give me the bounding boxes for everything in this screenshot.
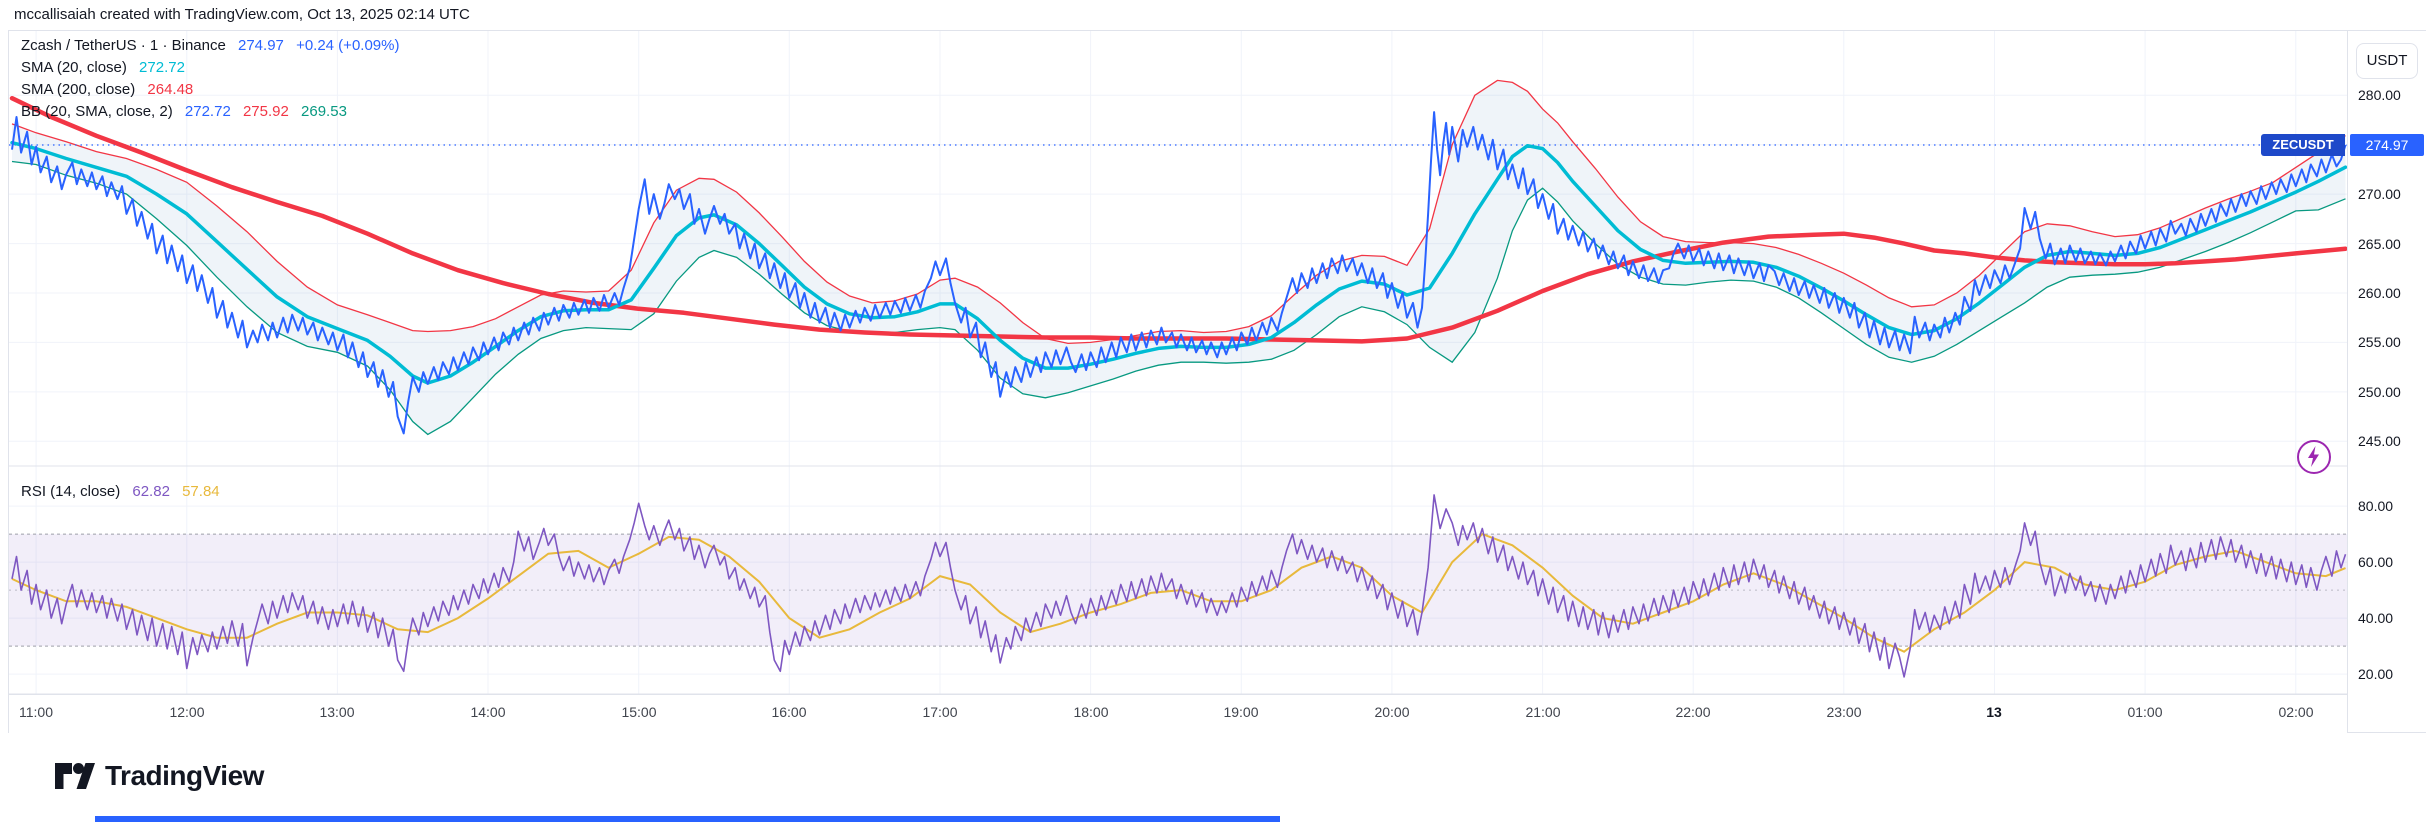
price-tick-label: 270.00 <box>2358 186 2401 202</box>
time-tick-label: 18:00 <box>1073 704 1109 720</box>
rsi-value: 62.82 <box>132 483 170 500</box>
currency-unit-button[interactable]: USDT <box>2356 43 2418 79</box>
time-tick-label: 12:00 <box>169 704 205 720</box>
time-tick-label: 23:00 <box>1826 704 1862 720</box>
price-tick-label: 255.00 <box>2358 334 2401 350</box>
rsi-legend-row[interactable]: RSI (14, close) 62.82 57.84 <box>21 481 220 503</box>
symbol-change: +0.24 (+0.09%) <box>296 37 400 54</box>
sma200-value: 264.48 <box>147 81 194 98</box>
rsi-ma-value: 57.84 <box>182 483 220 500</box>
symbol-price-flag: ZECUSDT <box>2261 134 2345 156</box>
time-tick-label: 21:00 <box>1525 704 1561 720</box>
time-tick-label: 02:00 <box>2278 704 2314 720</box>
time-tick-label: 17:00 <box>922 704 958 720</box>
last-price-axis-badge[interactable]: 274.97 <box>2350 134 2424 156</box>
tradingview-logo[interactable]: TradingView <box>55 760 264 792</box>
time-tick-label: 11:00 <box>19 704 53 720</box>
time-tick-label: 13 <box>1986 704 2002 720</box>
time-tick-label: 15:00 <box>621 704 657 720</box>
time-axis-scale[interactable]: 11:00 12:00 13:00 14:00 15:00 16:00 17:00 18:00… <box>9 694 2347 733</box>
price-tick-label: 280.00 <box>2358 87 2401 103</box>
rsi-tick-label: 40.00 <box>2358 610 2394 626</box>
bb-legend-row[interactable]: BB (20, SMA, close, 2) 272.72 275.92 269… <box>21 101 399 123</box>
tradingview-logo-text: TradingView <box>105 760 264 791</box>
time-tick-label: 19:00 <box>1223 704 1259 720</box>
time-tick-label: 13:00 <box>319 704 355 720</box>
main-legend: Zcash / TetherUS · 1 · Binance 274.97 +0… <box>21 35 399 123</box>
sma20-legend-row[interactable]: SMA (20, close) 272.72 <box>21 57 399 79</box>
rsi-label: RSI (14, close) <box>21 483 121 500</box>
bottom-blue-bar <box>95 816 1280 822</box>
sma200-legend-row[interactable]: SMA (200, close) 264.48 <box>21 79 399 101</box>
lightning-icon <box>2308 446 2319 467</box>
rsi-pane[interactable] <box>9 467 2347 694</box>
price-tick-label: 260.00 <box>2358 285 2401 301</box>
price-axis-scale[interactable]: USDT 280.00 270.00 265.00 260.00 255.00 250.0… <box>2347 31 2426 732</box>
symbol-legend-row[interactable]: Zcash / TetherUS · 1 · Binance 274.97 +0… <box>21 35 399 57</box>
bb-label: BB (20, SMA, close, 2) <box>21 103 173 120</box>
rsi-tick-label: 20.00 <box>2358 666 2394 682</box>
time-tick-label: 20:00 <box>1374 704 1410 720</box>
bb-upper-value: 275.92 <box>242 103 289 120</box>
chart-canvas <box>9 31 2425 695</box>
price-tick-label: 245.00 <box>2358 433 2401 449</box>
symbol-title: Zcash / TetherUS · 1 · Binance <box>21 37 226 54</box>
sma20-label: SMA (20, close) <box>21 59 127 76</box>
time-tick-label: 01:00 <box>2127 704 2163 720</box>
chart-card: Zcash / TetherUS · 1 · Binance 274.97 +0… <box>8 30 2426 733</box>
time-tick-label: 14:00 <box>470 704 506 720</box>
price-tick-label: 265.00 <box>2358 236 2401 252</box>
sma200-label: SMA (200, close) <box>21 81 136 98</box>
tradingview-logo-icon <box>55 763 95 789</box>
time-tick-label: 16:00 <box>771 704 807 720</box>
bb-basis-value: 272.72 <box>184 103 231 120</box>
rsi-tick-label: 80.00 <box>2358 498 2394 514</box>
symbol-last-price: 274.97 <box>238 37 284 54</box>
bb-lower-value: 269.53 <box>301 103 347 120</box>
rsi-tick-label: 60.00 <box>2358 554 2394 570</box>
price-tick-label: 250.00 <box>2358 384 2401 400</box>
time-tick-label: 22:00 <box>1675 704 1711 720</box>
instant-details-button[interactable] <box>2297 440 2331 474</box>
sma20-value: 272.72 <box>139 59 185 76</box>
watermark-attribution: mccallisaiah created with TradingView.co… <box>14 6 470 23</box>
rsi-legend: RSI (14, close) 62.82 57.84 <box>21 481 220 503</box>
